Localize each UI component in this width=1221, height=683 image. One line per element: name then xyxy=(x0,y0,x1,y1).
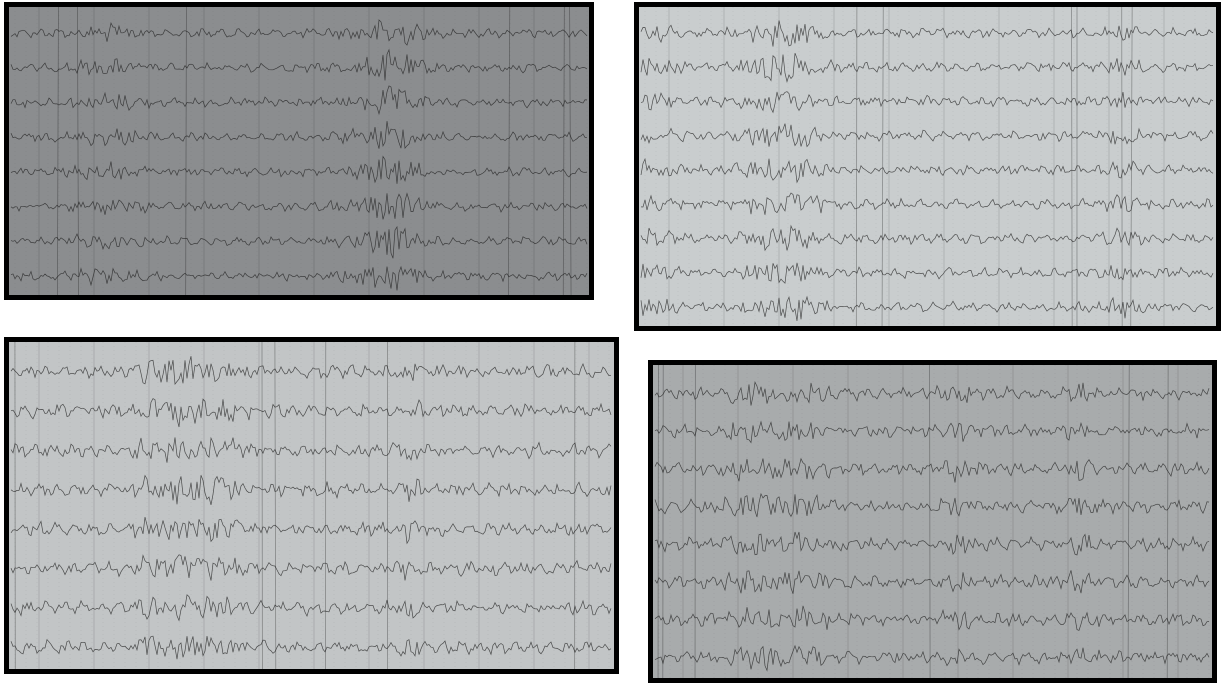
artifact-line xyxy=(881,6,884,327)
artifact-line xyxy=(1071,6,1073,327)
eeg-trace xyxy=(10,19,588,46)
artifact-line xyxy=(929,364,931,679)
eeg-trace xyxy=(10,225,588,259)
artifact-line xyxy=(1166,364,1169,679)
eeg-trace xyxy=(654,492,1210,518)
eeg-trace xyxy=(10,192,588,220)
artifact-line xyxy=(77,6,79,296)
eeg-trace xyxy=(640,123,1214,148)
photo-background xyxy=(648,360,1217,683)
eeg-trace xyxy=(640,192,1214,215)
eeg-trace xyxy=(640,262,1214,284)
eeg-trace xyxy=(640,52,1214,83)
eeg-trace xyxy=(10,517,612,545)
eeg-trace xyxy=(654,457,1210,483)
photo-frame xyxy=(634,2,1221,331)
photo-frame xyxy=(648,360,1217,683)
artifact-line xyxy=(562,6,565,296)
eeg-trace xyxy=(10,398,612,428)
eeg-trace xyxy=(654,531,1210,556)
artifact-line xyxy=(185,6,187,296)
artifact-line xyxy=(569,6,572,296)
photo-frame xyxy=(4,337,619,674)
photo-frame xyxy=(4,2,594,300)
eeg-trace xyxy=(640,20,1214,47)
eeg-trace xyxy=(640,295,1214,321)
artifact-line xyxy=(507,6,511,296)
artifact-line xyxy=(1127,364,1130,679)
eeg-photo xyxy=(634,2,1221,331)
eeg-trace xyxy=(10,635,612,660)
eeg-trace xyxy=(10,265,588,291)
artifact-line xyxy=(855,6,858,327)
artifact-line xyxy=(56,6,59,296)
eeg-trace xyxy=(654,605,1210,631)
eeg-trace xyxy=(10,356,612,386)
eeg-trace xyxy=(10,594,612,622)
artifact-line xyxy=(274,341,277,670)
eeg-trace xyxy=(10,474,612,505)
photo-background xyxy=(4,337,619,674)
eeg-trace xyxy=(640,157,1214,184)
eeg-trace xyxy=(654,570,1210,594)
photo-background xyxy=(634,2,1221,331)
eeg-trace xyxy=(654,381,1210,406)
eeg-photo xyxy=(648,360,1217,683)
eeg-photo xyxy=(4,2,594,300)
photo-background xyxy=(4,2,594,300)
eeg-trace xyxy=(10,48,588,81)
eeg-trace xyxy=(654,420,1210,444)
eeg-trace xyxy=(640,91,1214,114)
eeg-trace xyxy=(640,224,1214,252)
eeg-trace xyxy=(10,554,612,581)
eeg-photo xyxy=(4,337,619,674)
eeg-trace xyxy=(10,436,612,463)
eeg-trace xyxy=(10,85,588,116)
eeg-trace xyxy=(10,155,588,184)
artifact-line xyxy=(1130,6,1133,327)
eeg-trace xyxy=(654,644,1210,672)
eeg-trace xyxy=(10,121,588,149)
